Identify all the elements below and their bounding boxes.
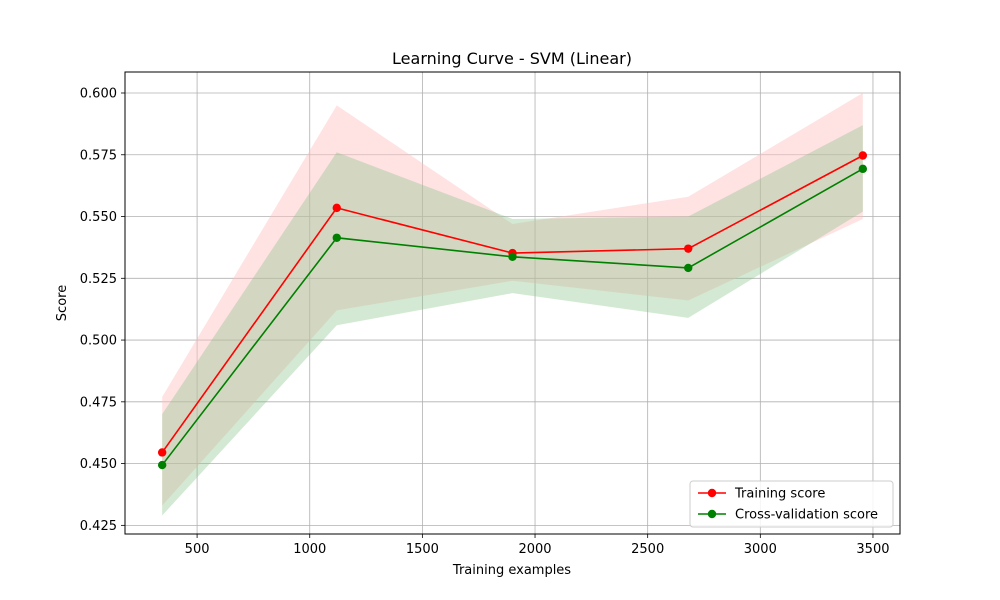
legend-box <box>689 480 894 528</box>
confidence-bands <box>162 93 863 516</box>
y-tick-label: 0.475 <box>80 395 117 410</box>
y-axis-label: Score <box>55 285 70 321</box>
y-tick-label: 0.575 <box>80 148 117 163</box>
x-axis-label: Training examples <box>452 563 571 578</box>
legend-swatch-marker <box>707 509 717 519</box>
x-tick-label: 3000 <box>744 542 777 557</box>
x-tick-label: 500 <box>185 542 210 557</box>
y-tick-label: 0.550 <box>80 210 117 225</box>
data-point <box>332 203 341 213</box>
data-point <box>858 151 868 160</box>
x-tick-label: 1000 <box>293 542 326 557</box>
axis-ticks: 500 1000 1500 2000 2500 3000 3500 0.425 0.450 0.4… <box>80 87 890 558</box>
y-tick-label: 0.425 <box>80 519 117 534</box>
legend: Training score Cross-validation score <box>689 480 894 528</box>
data-point <box>684 263 693 273</box>
y-tick-label: 0.500 <box>80 334 117 349</box>
confidence-band-training <box>162 93 863 506</box>
x-tick-label: 3500 <box>856 542 889 557</box>
y-tick-label: 0.600 <box>80 87 117 102</box>
data-point <box>508 252 517 261</box>
confidence-band-cross-validation <box>162 125 863 516</box>
plot-frame <box>124 71 901 535</box>
data-point <box>858 164 868 174</box>
legend-label: Cross-validation score <box>735 508 878 523</box>
data-point <box>684 244 693 253</box>
legend-swatch-marker <box>707 488 717 498</box>
x-tick-label: 2500 <box>631 542 664 557</box>
y-tick-label: 0.525 <box>80 272 117 287</box>
series-markers <box>157 151 868 470</box>
legend-label: Training score <box>734 487 825 502</box>
data-point <box>157 460 167 470</box>
x-tick-label: 1500 <box>406 542 439 557</box>
grid <box>125 72 900 534</box>
x-tick-label: 2000 <box>518 542 551 557</box>
y-tick-label: 0.450 <box>80 457 117 472</box>
chart-title: Learning Curve - SVM (Linear) <box>392 49 632 68</box>
data-point <box>157 448 167 457</box>
data-point <box>332 233 341 242</box>
